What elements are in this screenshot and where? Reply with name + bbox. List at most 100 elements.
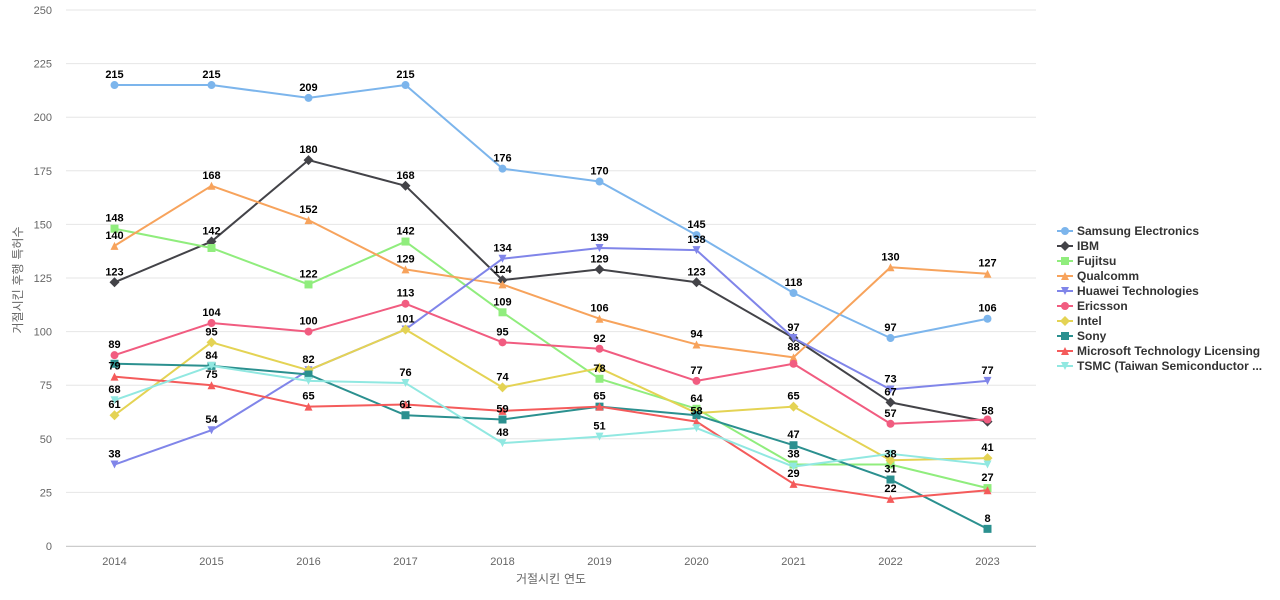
data-point[interactable] bbox=[789, 334, 798, 343]
series-line[interactable] bbox=[113, 328, 989, 462]
data-point[interactable] bbox=[595, 374, 604, 383]
data-point[interactable] bbox=[109, 410, 120, 421]
legend-item[interactable]: Intel bbox=[1057, 314, 1102, 328]
data-point[interactable] bbox=[594, 264, 605, 275]
series-line[interactable] bbox=[113, 159, 989, 423]
legend-marker[interactable] bbox=[1061, 287, 1069, 295]
data-point[interactable] bbox=[886, 449, 895, 458]
data-point[interactable] bbox=[983, 415, 992, 424]
series-line[interactable] bbox=[113, 84, 989, 340]
legend-item[interactable]: Sony bbox=[1057, 329, 1107, 343]
data-point[interactable] bbox=[207, 243, 216, 252]
legend-marker[interactable] bbox=[1061, 272, 1069, 280]
data-point[interactable] bbox=[789, 462, 798, 471]
data-point[interactable] bbox=[983, 524, 992, 533]
data-point[interactable] bbox=[498, 280, 507, 289]
legend-marker[interactable] bbox=[1061, 347, 1069, 355]
data-point[interactable] bbox=[886, 263, 895, 272]
legend-item[interactable]: IBM bbox=[1057, 239, 1099, 253]
data-point[interactable] bbox=[110, 224, 119, 233]
data-point[interactable] bbox=[595, 243, 604, 252]
data-point[interactable] bbox=[983, 269, 992, 278]
data-point[interactable] bbox=[498, 254, 507, 263]
data-point[interactable] bbox=[885, 455, 896, 466]
data-point[interactable] bbox=[983, 376, 992, 385]
data-point[interactable] bbox=[207, 81, 216, 90]
data-point[interactable] bbox=[595, 432, 604, 441]
legend-marker[interactable] bbox=[1061, 302, 1069, 310]
legend-item[interactable]: Samsung Electronics bbox=[1057, 224, 1199, 238]
data-point[interactable] bbox=[886, 494, 895, 503]
data-point[interactable] bbox=[692, 411, 701, 420]
data-point[interactable] bbox=[886, 334, 895, 343]
data-point[interactable] bbox=[594, 363, 605, 374]
data-point[interactable] bbox=[206, 337, 217, 348]
data-point[interactable] bbox=[207, 181, 216, 190]
data-point[interactable] bbox=[498, 439, 507, 448]
data-point[interactable] bbox=[595, 314, 604, 323]
data-point[interactable] bbox=[110, 359, 119, 368]
data-point[interactable] bbox=[789, 353, 798, 362]
legend-marker[interactable] bbox=[1061, 257, 1069, 265]
data-point[interactable] bbox=[401, 299, 410, 308]
data-point[interactable] bbox=[789, 479, 798, 488]
data-point[interactable] bbox=[110, 81, 119, 90]
data-point[interactable] bbox=[303, 155, 314, 166]
data-point[interactable] bbox=[401, 379, 410, 388]
data-point[interactable] bbox=[885, 397, 896, 408]
data-point[interactable] bbox=[498, 308, 507, 317]
data-point[interactable] bbox=[400, 324, 411, 335]
data-point[interactable] bbox=[304, 370, 313, 379]
legend-item[interactable]: Fujitsu bbox=[1057, 254, 1116, 268]
data-point[interactable] bbox=[886, 419, 895, 428]
data-point[interactable] bbox=[692, 340, 701, 349]
data-point[interactable] bbox=[401, 400, 410, 409]
legend-item[interactable]: Qualcomm bbox=[1057, 269, 1139, 283]
data-point[interactable] bbox=[497, 275, 508, 286]
data-point[interactable] bbox=[983, 314, 992, 323]
data-point[interactable] bbox=[886, 475, 895, 484]
data-point[interactable] bbox=[207, 361, 216, 370]
data-point[interactable] bbox=[595, 177, 604, 186]
series-line[interactable] bbox=[113, 184, 989, 359]
legend-item[interactable]: Huawei Technologies bbox=[1057, 284, 1199, 298]
data-point[interactable] bbox=[498, 406, 507, 415]
series-line[interactable] bbox=[113, 362, 989, 530]
data-point[interactable] bbox=[401, 265, 410, 274]
series-line[interactable] bbox=[113, 246, 989, 466]
data-point[interactable] bbox=[789, 289, 798, 298]
legend-marker[interactable] bbox=[1061, 227, 1069, 235]
data-point[interactable] bbox=[497, 382, 508, 393]
legend-marker[interactable] bbox=[1060, 241, 1070, 251]
data-point[interactable] bbox=[207, 381, 216, 390]
legend-marker[interactable] bbox=[1060, 316, 1070, 326]
data-point[interactable] bbox=[498, 164, 507, 173]
data-point[interactable] bbox=[110, 241, 119, 250]
data-point[interactable] bbox=[110, 396, 119, 405]
series-line[interactable] bbox=[113, 375, 989, 500]
data-point[interactable] bbox=[207, 319, 216, 328]
series-line[interactable] bbox=[113, 227, 989, 490]
data-point[interactable] bbox=[692, 417, 701, 426]
series-line[interactable] bbox=[113, 364, 989, 468]
data-point[interactable] bbox=[789, 441, 798, 450]
data-point[interactable] bbox=[401, 237, 410, 246]
data-point[interactable] bbox=[207, 426, 216, 435]
data-point[interactable] bbox=[595, 402, 604, 411]
series-line[interactable] bbox=[113, 302, 989, 425]
data-point[interactable] bbox=[304, 327, 313, 336]
data-point[interactable] bbox=[983, 486, 992, 495]
legend-item[interactable]: Ericsson bbox=[1057, 299, 1128, 313]
data-point[interactable] bbox=[304, 376, 313, 385]
data-point[interactable] bbox=[400, 180, 411, 191]
legend-marker[interactable] bbox=[1061, 332, 1069, 340]
data-point[interactable] bbox=[498, 415, 507, 424]
data-point[interactable] bbox=[691, 277, 702, 288]
data-point[interactable] bbox=[692, 246, 701, 255]
data-point[interactable] bbox=[401, 411, 410, 420]
data-point[interactable] bbox=[692, 424, 701, 433]
data-point[interactable] bbox=[498, 338, 507, 347]
legend-item[interactable]: TSMC (Taiwan Semiconductor ... bbox=[1057, 359, 1262, 373]
legend-item[interactable]: Microsoft Technology Licensing bbox=[1057, 344, 1260, 358]
data-point[interactable] bbox=[789, 359, 798, 368]
